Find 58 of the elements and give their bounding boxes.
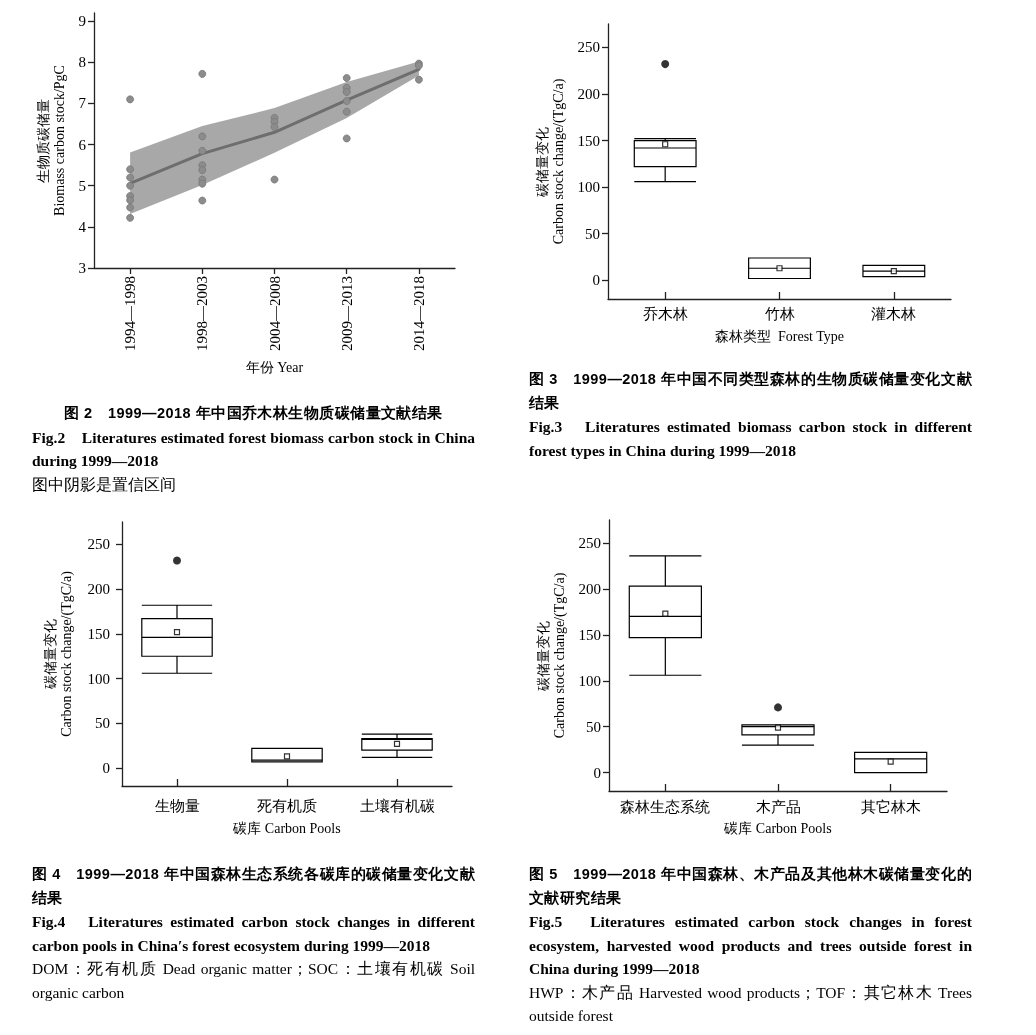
x-tick-label: 灌木林: [871, 305, 917, 322]
y-tick-label: 200: [578, 580, 601, 597]
x-tick-label: 乔木林: [642, 305, 688, 322]
y-tick-label: 250: [578, 534, 601, 551]
y-tick-label: 100: [578, 672, 601, 689]
x-tick-label: 森林生态系统: [620, 798, 711, 815]
x-axis-title: 年份 Year: [245, 359, 304, 375]
y-tick-label: 6: [78, 136, 87, 153]
y-tick-label: 150: [87, 625, 110, 642]
text: 图 3 1999—2018 年中国不同类型森林的生物质碳储量变化文献结果: [529, 370, 972, 413]
y-tick-label: 3: [78, 260, 86, 276]
y-axis-title: 生物质碳储量 Biomass carbon stock/PgC: [36, 65, 68, 216]
text: Fig.4 Literatures estimated carbon stock changes in different carbon pools in China′s forest ecosystem during 1999—2018: [32, 912, 475, 956]
text: 图 2 1999—2018 年中国乔木林生物质碳储量文献结果: [63, 404, 444, 423]
y-tick-label: 100: [577, 179, 600, 196]
y-tick-label: 5: [78, 177, 86, 194]
x-tick-label: 其它林木: [860, 798, 921, 815]
x-tick-label: 死有机质: [257, 797, 317, 814]
x-tick-label: 生物量: [154, 797, 200, 814]
text: 图 5 1999—2018 年中国森林、木产品及其他林木碳储量变化的文献研究结果: [529, 865, 972, 908]
y-tick-label: 250: [577, 39, 600, 56]
text: HWP：木产品 Harvested wood products；TOF：其它林木 Trees outside forest: [529, 982, 972, 1026]
y-tick-label: 250: [87, 536, 110, 553]
y-tick-label: 200: [87, 581, 110, 598]
y-tick-label: 9: [78, 13, 86, 30]
y-tick-label: 50: [95, 715, 110, 732]
y-tick-label: 4: [78, 218, 87, 235]
y-tick-label: 100: [87, 670, 110, 687]
x-tick-label: 2004—2008: [266, 276, 283, 351]
y-tick-label: 7: [78, 95, 87, 112]
x-tick-label: 竹林: [764, 305, 795, 322]
x-tick-label: 1994—1998: [122, 276, 139, 351]
text: Fig.2 Literatures estimated forest biomass carbon stock in China during 1999—2018: [32, 427, 475, 471]
text: Fig.3 Literatures estimated biomass carbon stock in different forest types in China during 1999—2018: [529, 417, 972, 461]
text: 图 4 1999—2018 年中国森林生态系统各碳库的碳储量变化文献结果: [32, 865, 475, 908]
y-tick-label: 200: [577, 85, 600, 102]
y-axis-title: 碳储量变化 Carbon stock change/(TgC/a): [42, 570, 75, 737]
x-axis-title: 碳库 Carbon Pools: [723, 820, 832, 836]
y-axis-title: 碳储量变化 Carbon stock change/(TgC/a): [536, 572, 569, 739]
x-axis-title: 森林类型 Forest Type: [714, 328, 845, 344]
y-axis-title: 碳储量变化 Carbon stock change/(TgC/a): [535, 78, 568, 245]
y-tick-label: 8: [78, 54, 86, 71]
text: DOM：死有机质 Dead organic matter；SOC：土壤有机碳 Soil organic carbon: [32, 959, 475, 1003]
y-tick-label: 150: [578, 626, 601, 643]
text: 图中阴影是置信区间: [32, 474, 177, 495]
y-tick-label: 50: [586, 718, 601, 735]
y-tick-label: 50: [585, 225, 600, 242]
x-tick-label: 土壤有机碳: [359, 797, 435, 814]
y-tick-label: 0: [593, 764, 601, 781]
y-tick-label: 150: [577, 132, 600, 149]
y-tick-label: 0: [102, 760, 110, 777]
y-tick-label: 0: [592, 272, 600, 289]
x-tick-label: 1998—2003: [194, 276, 211, 351]
x-axis-title: 碳库 Carbon Pools: [232, 820, 341, 836]
text: Fig.5 Literatures estimated carbon stock changes in forest ecosystem, harvested wood products and trees outside forest in China during 1999—2018: [529, 912, 972, 979]
x-tick-label: 木产品: [755, 798, 801, 815]
x-tick-label: 2009—2013: [338, 276, 355, 351]
x-tick-label: 2014—2018: [410, 276, 427, 351]
